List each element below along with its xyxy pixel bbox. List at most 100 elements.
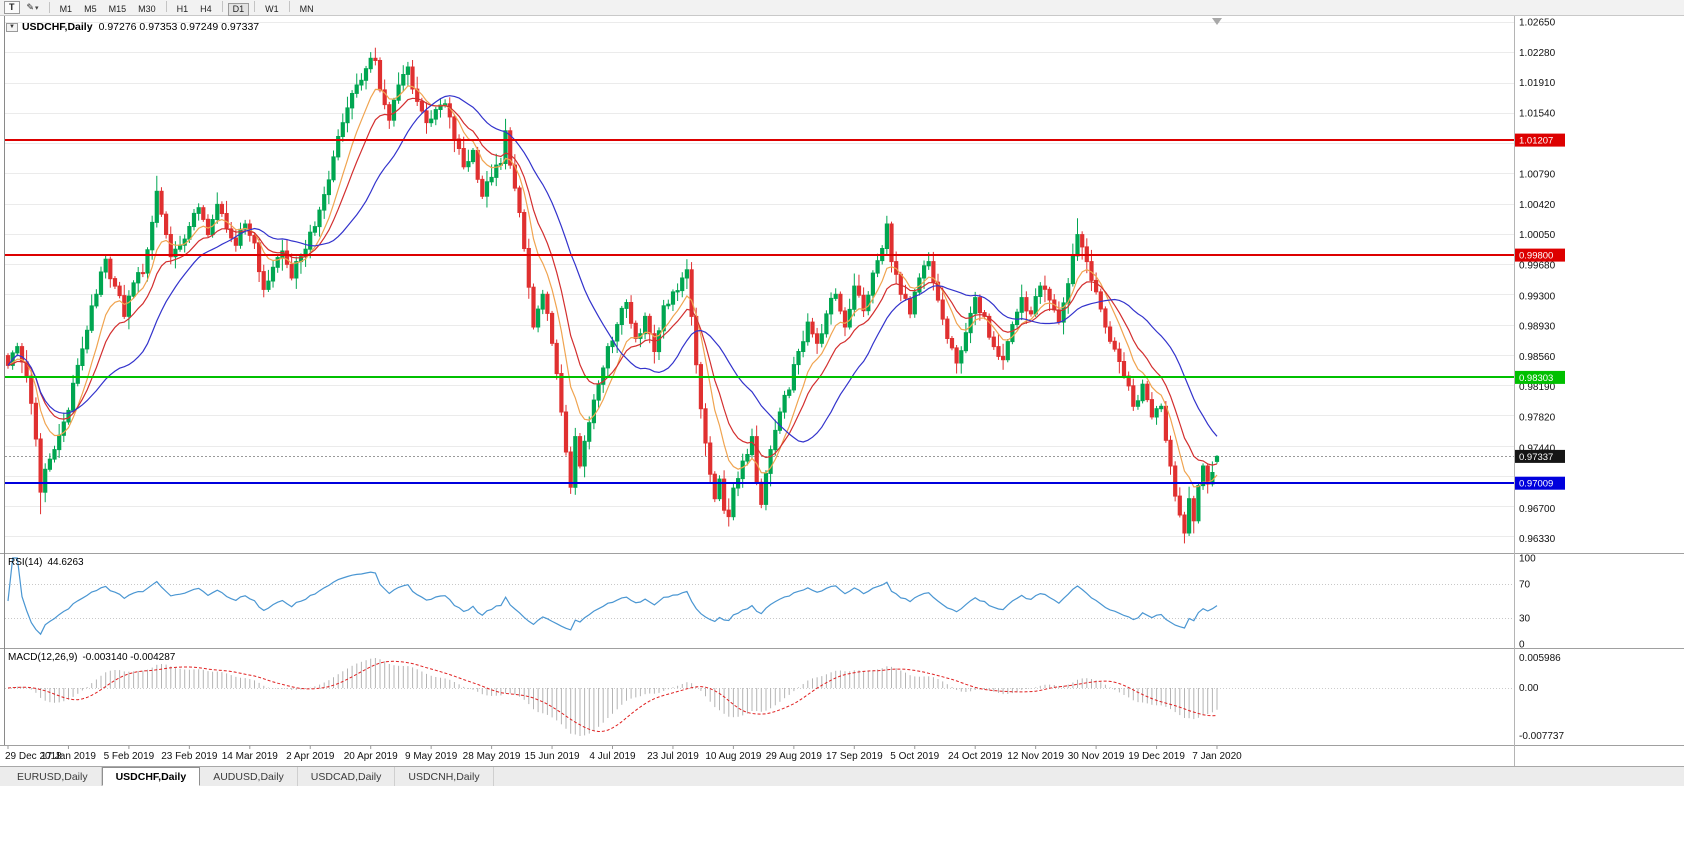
date-label: 5 Feb 2019 [104,751,155,762]
date-label: 29 Aug 2019 [766,751,823,762]
price-axis-label: 0.98930 [1519,322,1556,333]
text-tool-button[interactable]: T [4,1,20,14]
timeframe-button-m15[interactable]: M15 [104,3,132,16]
ma-line-slow [7,95,1218,443]
price-axis: 1.02650 1.02280 1.01910 1.01540 1.00790 1.004… [1519,18,1556,546]
date-label: 29 Dec 2018 [5,751,62,762]
rsi-axis-label: 0 [1519,640,1525,649]
price-axis-label: 1.01910 [1519,78,1556,89]
date-label: 10 Aug 2019 [705,751,762,762]
timeframe-button-m30[interactable]: M30 [133,3,161,16]
candles-down [5,47,1210,544]
chart-toolbar: T ✎▾ M1 M5 M15 M30 H1 H4 D1 W1 MN [0,0,1684,16]
tab-usdcnh[interactable]: USDCNH,Daily [395,767,494,786]
price-axis-label: 0.98190 [1519,382,1556,393]
rsi-panel-canvas[interactable]: 100 70 30 0 [0,553,1684,648]
pencil-icon: ✎ [26,2,35,12]
current-price-tag-text: 0.97337 [1519,452,1553,463]
timeframe-button-m5[interactable]: M5 [79,3,102,16]
symbol-dropdown-button[interactable]: ▼ [6,23,18,32]
date-label: 15 Jun 2019 [525,751,580,762]
chart-symbol-title: USDCHF,Daily [21,21,93,33]
price-level-tag-text: 0.98303 [1519,373,1553,384]
date-label: 7 Jan 2020 [1192,751,1242,762]
timeframe-button-h1[interactable]: H1 [172,3,194,16]
price-axis-label: 1.00050 [1519,230,1556,241]
ma-line-fast [7,85,1218,488]
price-axis-label: 1.00790 [1519,170,1556,181]
price-axis-label: 0.97440 [1519,444,1556,455]
timeframe-button-d1[interactable]: D1 [227,2,250,16]
tab-audusd[interactable]: AUDUSD,Daily [200,767,298,786]
timeframe-button-w1[interactable]: W1 [260,3,284,16]
timeframe-button-h4[interactable]: H4 [195,3,217,16]
price-axis-label: 1.02650 [1519,18,1556,29]
rsi-indicator-caption: RSI(14) 44.6263 [8,557,84,568]
chart-title: ▼ USDCHF,Daily 0.97276 0.97353 0.97249 0.9… [6,21,259,33]
price-axis-label: 0.97820 [1519,412,1556,423]
price-level-tag-text: 0.97009 [1519,479,1553,490]
toolbar-separator [48,2,50,13]
timeframe-button-m1[interactable]: M1 [55,3,78,16]
tab-usdchf[interactable]: USDCHF,Daily [101,767,201,786]
current-price-tag [1515,449,1565,463]
rsi-axis-label: 30 [1519,614,1531,625]
toolbar-separator [165,0,167,12]
price-axis-label: 0.96330 [1519,534,1556,545]
chart-tab-bar: EURUSD,Daily USDCHF,Daily AUDUSD,Daily USDC… [0,766,1684,786]
date-label: 30 Nov 2019 [1068,751,1125,762]
date-label: 23 Feb 2019 [161,751,218,762]
date-label: 19 Dec 2019 [1128,751,1185,762]
tab-usdcad[interactable]: USDCAD,Daily [298,767,396,786]
date-label: 2 Apr 2019 [286,751,335,762]
price-level-tag [1515,248,1565,262]
date-label: 24 Oct 2019 [948,751,1003,762]
price-level-tag-text: 1.01207 [1519,136,1553,147]
price-axis-label: 1.02280 [1519,48,1556,59]
chart-shift-marker[interactable] [1212,18,1222,25]
date-label: 17 Sep 2019 [826,751,883,762]
tab-eurusd[interactable]: EURUSD,Daily [4,767,102,786]
price-level-tag [1515,370,1565,384]
macd-panel-canvas[interactable]: 0.005986 0.00 -0.007737 [0,648,1684,745]
macd-signal-line [7,660,1218,733]
date-label: 14 Mar 2019 [222,751,279,762]
rsi-indicator-label: RSI(14) [8,557,43,568]
price-gridlines [5,22,1514,537]
toolbar-separator [254,0,256,12]
date-label: 17 Jan 2019 [41,751,96,762]
price-level-tag-text: 0.99800 [1519,251,1553,262]
chart-ohlc-values: 0.97276 0.97353 0.97249 0.97337 [98,21,260,33]
price-level-tag [1515,476,1565,490]
price-axis-label: 0.99300 [1519,291,1556,302]
rsi-indicator-value: 44.6263 [47,557,84,568]
macd-axis-label: 0.005986 [1519,653,1561,664]
date-label: 12 Nov 2019 [1007,751,1064,762]
date-label: 9 May 2019 [405,751,458,762]
price-axis-label: 1.01540 [1519,108,1556,119]
timeframe-buttons: M1 M5 M15 M30 H1 H4 D1 W1 MN [54,0,320,17]
date-label: 5 Oct 2019 [890,751,939,762]
macd-histogram [12,658,1218,736]
date-label: 4 Jul 2019 [589,751,636,762]
rsi-axis-label: 70 [1519,579,1531,590]
price-chart-canvas[interactable]: 1.02650 1.02280 1.01910 1.01540 1.00790 1.004… [0,16,1684,553]
date-label: 20 Apr 2019 [344,751,398,762]
rsi-axis-label: 100 [1519,554,1536,565]
macd-axis-label: -0.007737 [1519,731,1564,742]
price-axis-label: 0.96700 [1519,504,1556,515]
date-label: 23 Jul 2019 [647,751,699,762]
draw-tool-button[interactable]: ✎▾ [22,1,44,14]
price-axis-label: 1.00420 [1519,200,1556,211]
macd-indicator-values: -0.003140 -0.004287 [82,652,176,663]
timeframe-button-mn[interactable]: MN [295,3,319,16]
ma-line-mid [7,97,1218,466]
macd-indicator-label: MACD(12,26,9) [8,652,78,663]
toolbar-separator [288,0,290,12]
price-level-tag [1515,133,1565,147]
dropdown-caret-icon: ▾ [35,5,39,12]
date-label: 28 May 2019 [463,751,521,762]
macd-indicator-caption: MACD(12,26,9) -0.003140 -0.004287 [8,652,175,663]
